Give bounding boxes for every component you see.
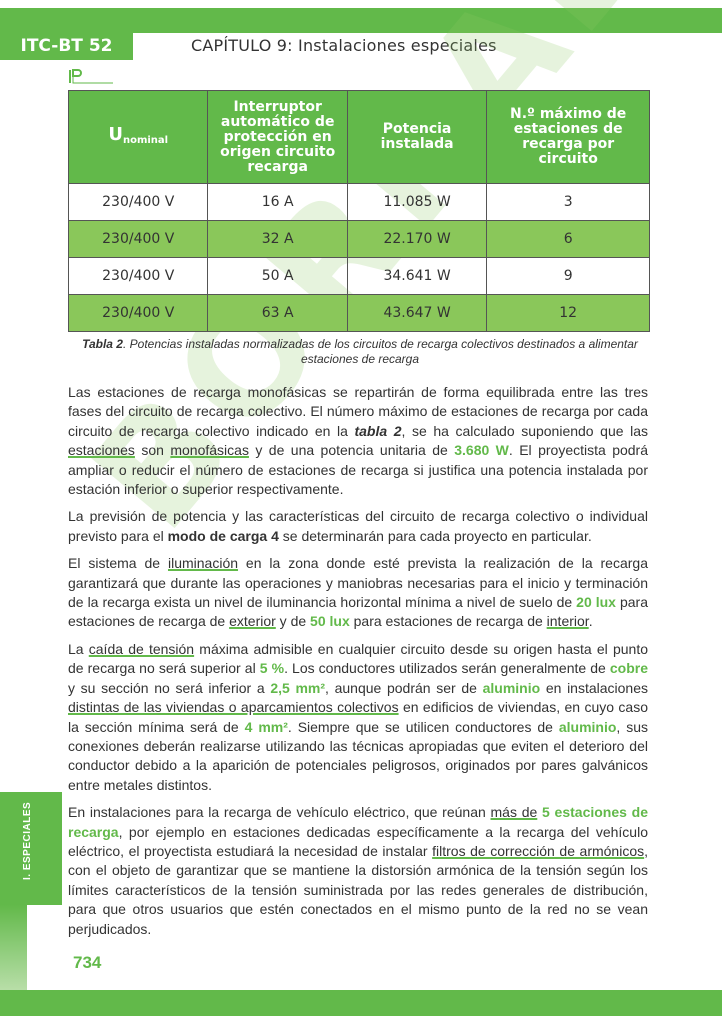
paragraph: El sistema de iluminación en la zona don… <box>68 554 648 632</box>
header-max-stations: N.º máximo de estaciones de recarga por … <box>486 90 650 184</box>
text-segment: en edificios de viviendas, en cuyo caso … <box>68 699 648 735</box>
side-strip <box>0 905 27 990</box>
table-cell: 32 A <box>207 220 348 258</box>
text-segment: , por ejemplo en estaciones dedicadas es… <box>68 823 648 859</box>
table-cell: 16 A <box>207 183 348 221</box>
table-cell: 50 A <box>207 257 348 295</box>
paragraph: Las estaciones de recarga monofásicas se… <box>68 383 648 499</box>
text-segment: . Los conductores utilizados serán gener… <box>284 660 610 677</box>
table-cell: 63 A <box>207 294 348 332</box>
highlighted-text: caída de tensión <box>88 640 195 657</box>
itc-code: ITC-BT 52 <box>0 33 133 60</box>
highlighted-text: 20 lux <box>576 594 616 611</box>
bottom-bar <box>0 990 722 1016</box>
highlighted-text: 3.680 W <box>454 442 509 459</box>
paragraph: La caída de tensión máxima admisible en … <box>68 640 648 795</box>
table-cell: 230/400 V <box>67 294 209 332</box>
text-segment: El sistema de <box>68 555 168 572</box>
text-segment: , con el objeto de garantizar que se man… <box>68 842 649 937</box>
highlighted-text: 2,5 mm² <box>270 679 326 696</box>
text-segment: La previsión de potencia y las caracterí… <box>68 508 648 544</box>
highlighted-text: más de <box>490 804 538 821</box>
page-number: 734 <box>73 953 102 972</box>
highlighted-text: exterior <box>229 613 276 630</box>
section-tab-label: I. ESPECIALES <box>22 801 33 880</box>
table-header-row: Unominal Interruptor automático de prote… <box>67 90 650 184</box>
section-tab <box>0 792 62 905</box>
table-cell: 43.647 W <box>346 294 488 332</box>
publisher-logo <box>69 69 113 84</box>
text-segment: . Siempre que se utilicen conductores de <box>287 718 559 735</box>
table-cell: 34.641 W <box>346 257 488 295</box>
text-segment: son <box>134 442 171 459</box>
text-segment: . <box>588 613 593 630</box>
text-segment: , sus conexiones deberán realizarse util… <box>68 718 648 793</box>
highlighted-text: 50 lux <box>310 613 350 630</box>
table-caption: Tabla 2. Potencias instaladas normalizad… <box>82 337 638 366</box>
text-segment: y su sección no será inferior a <box>68 679 271 696</box>
table-cell: 22.170 W <box>346 220 488 258</box>
header-power: Potencia instalada <box>346 90 488 184</box>
highlighted-text: estaciones <box>68 442 135 459</box>
table-cell: 11.085 W <box>346 183 488 221</box>
text-segment: En instalaciones para la recarga de vehí… <box>68 804 491 821</box>
table-cell: 230/400 V <box>67 257 209 295</box>
text-segment: y de <box>275 613 311 630</box>
header-u-nominal: Unominal <box>67 90 209 184</box>
text-segment: para estaciones de recarga de <box>349 613 547 630</box>
text-segment: para estaciones de recarga de <box>68 594 648 630</box>
text-segment: se determinarán para cada proyecto en pa… <box>278 527 592 544</box>
highlighted-text: cobre <box>609 660 649 677</box>
highlighted-text: filtros de corrección de armónicos <box>432 842 645 859</box>
table-cell: 12 <box>486 294 650 332</box>
table-cell: 230/400 V <box>67 183 209 221</box>
chapter-title: CAPÍTULO 9: Instalaciones especiales <box>191 36 497 55</box>
text-segment: en la zona donde esté prevista la realiz… <box>68 555 648 611</box>
table-cell: 3 <box>486 183 650 221</box>
highlighted-text: aluminio <box>482 679 541 696</box>
text-segment: y de una potencia unitaria de <box>248 442 455 459</box>
highlighted-text: tabla 2 <box>354 422 402 439</box>
text-segment: La <box>68 640 89 657</box>
text-segment: Las estaciones de recarga monofásicas se… <box>68 384 648 439</box>
table-cell: 6 <box>486 220 650 258</box>
table-cell: 9 <box>486 257 650 295</box>
table-row: 230/400 V 63 A 43.647 W 12 <box>67 294 650 332</box>
highlighted-text: 4 mm² <box>244 718 288 735</box>
highlighted-text: interior <box>546 613 589 630</box>
top-bar <box>0 8 722 33</box>
highlighted-text: iluminación <box>167 555 239 572</box>
paragraph: La previsión de potencia y las caracterí… <box>68 507 648 546</box>
highlighted-text: monofásicas <box>170 442 249 459</box>
body-text: Las estaciones de recarga monofásicas se… <box>68 383 648 947</box>
highlighted-text: modo de carga 4 <box>167 527 279 544</box>
text-segment: máxima admisible en cualquier circuito d… <box>68 640 649 677</box>
header-breaker: Interruptor automático de protección en … <box>207 90 348 184</box>
text-segment: en instalaciones <box>540 679 649 696</box>
power-table: Unominal Interruptor automático de prote… <box>67 90 650 332</box>
paragraph: En instalaciones para la recarga de vehí… <box>68 803 648 939</box>
table-cell: 230/400 V <box>67 220 209 258</box>
text-segment: , aunque podrán ser de <box>325 679 483 696</box>
text-segment: . El proyectista podrá ampliar o reducir… <box>68 442 649 498</box>
highlighted-text: 5 % <box>259 660 285 677</box>
highlighted-text: distintas de las viviendas o aparcamient… <box>68 699 399 716</box>
text-segment: , se ha calculado suponiendo que las <box>401 422 648 439</box>
highlighted-text: aluminio <box>558 718 617 735</box>
highlighted-text: 5 estaciones de recarga <box>68 804 649 840</box>
